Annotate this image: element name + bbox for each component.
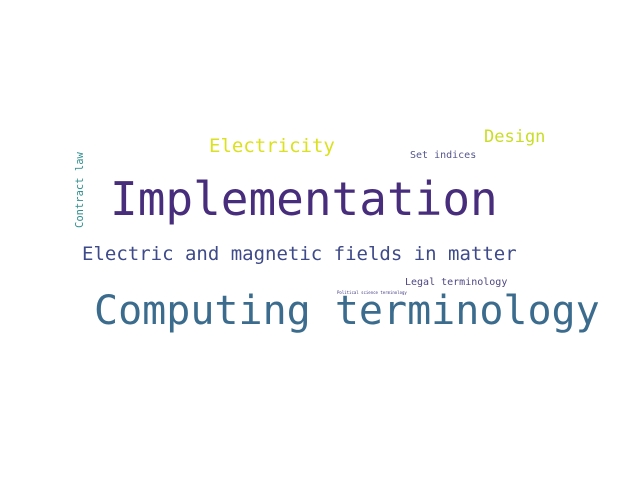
word-electric-and-magnetic-fields: Electric and magnetic fields in matter (82, 243, 517, 265)
word-computing-terminology: Computing terminology (94, 288, 600, 334)
word-implementation: Implementation (110, 172, 498, 226)
word-legal-terminology: Legal terminology (405, 277, 508, 288)
word-contract-law: Contract law (74, 152, 86, 228)
word-political-science-terminology: Political science terminology (337, 290, 407, 295)
word-design: Design (484, 127, 546, 147)
word-set-indices: Set indices (410, 150, 477, 161)
word-electricity: Electricity (209, 135, 335, 157)
